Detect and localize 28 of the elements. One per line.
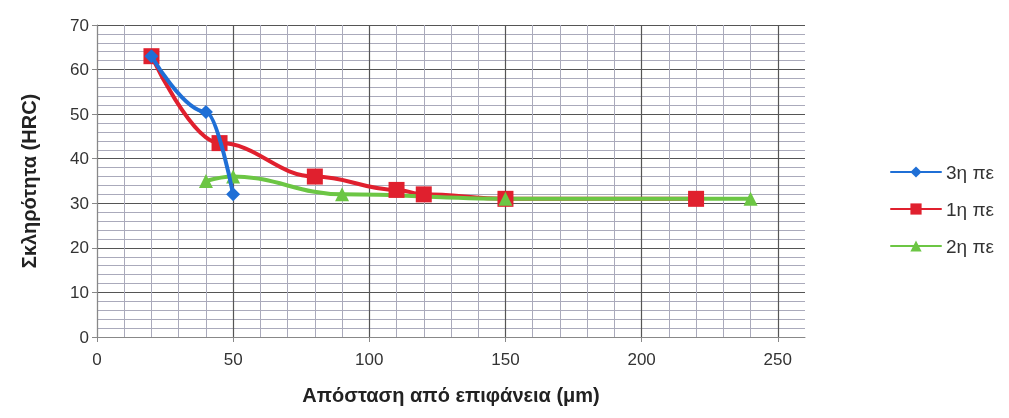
point [306,168,323,185]
y-tick-label: 10 [70,282,89,302]
legend-label: 1η πε [946,198,995,220]
y-tick-label: 50 [70,104,89,124]
point [198,174,213,188]
point [415,186,432,203]
legend-label: 3η πε [946,161,995,183]
y-axis-title: Σκληρότητα (HRC) [18,93,40,269]
x-axis-title: Απόσταση από επιφάνεια (μm) [302,384,600,406]
y-tick-label: 60 [70,60,89,80]
point [688,190,705,207]
y-tick-label: 30 [70,193,89,213]
y-tick-label: 0 [79,327,89,347]
legend-label: 2η πε [946,235,995,257]
x-tick-label: 50 [223,350,243,369]
point [335,187,350,202]
x-tick-label: 100 [355,350,384,369]
point [388,181,405,198]
point [226,187,241,202]
y-tick-label: 20 [70,238,89,258]
y-tick-label: 70 [70,15,89,35]
point [743,191,758,206]
x-tick-label: 0 [92,350,102,369]
x-tick-label: 200 [627,350,656,369]
x-tick-label: 250 [763,350,792,369]
point [198,104,213,119]
y-tick-label: 40 [70,149,89,169]
x-tick-label: 150 [491,350,520,369]
